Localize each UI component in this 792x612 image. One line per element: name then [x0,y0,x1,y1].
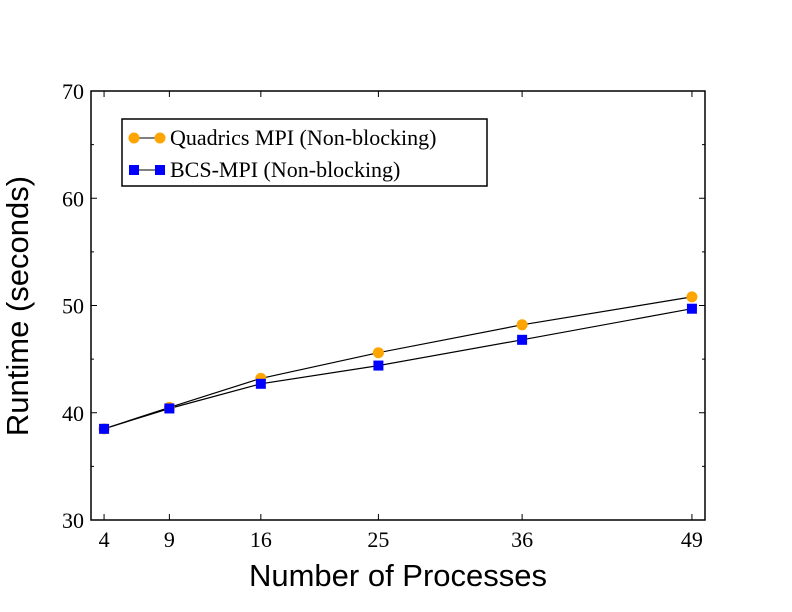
legend-quadrics-label: Quadrics MPI (Non-blocking) [170,125,436,150]
series-lines [103,296,693,430]
series-line-1 [103,308,693,430]
x-tick-label: 25 [367,527,389,552]
legend-bcs-marker-right [155,165,165,175]
y-axis-title: Runtime (seconds) [0,176,35,436]
data-point-quadrics [686,291,698,303]
y-tick-label: 50 [62,294,84,319]
y-tick-label: 30 [62,508,84,533]
legend-entry-bcs: BCS-MPI (Non-blocking) [129,157,400,182]
data-point-bcs [164,403,175,414]
x-tick-label: 16 [250,527,272,552]
data-point-bcs [255,378,266,389]
series-line-0 [103,296,692,430]
legend-bcs-label: BCS-MPI (Non-blocking) [170,157,400,182]
x-axis-ticks: 4 9 16 25 36 49 [99,91,703,552]
data-point-bcs [517,334,528,345]
legend: Quadrics MPI (Non-blocking) BCS-MPI (Non… [121,118,488,187]
data-point-bcs [99,423,110,434]
data-point-bcs [686,303,697,314]
data-point-quadrics [372,347,384,359]
x-tick-label: 49 [681,527,703,552]
legend-entry-quadrics: Quadrics MPI (Non-blocking) [128,125,436,150]
x-tick-label: 36 [511,527,533,552]
y-tick-label: 40 [62,401,84,426]
legend-quadrics-marker-left [128,132,140,144]
x-axis-title: Number of Processes [249,558,547,593]
legend-quadrics-marker-right [154,132,166,144]
data-point-bcs [373,360,384,371]
legend-bcs-marker-left [129,165,139,175]
y-tick-label: 70 [62,79,84,104]
x-tick-label: 9 [164,527,175,552]
legend-box [121,118,488,187]
data-point-quadrics [516,319,528,331]
series-markers [98,291,698,435]
y-axis-ticks: 30 40 50 60 70 [62,79,705,533]
y-tick-label: 60 [62,186,84,211]
x-tick-label: 4 [99,527,110,552]
